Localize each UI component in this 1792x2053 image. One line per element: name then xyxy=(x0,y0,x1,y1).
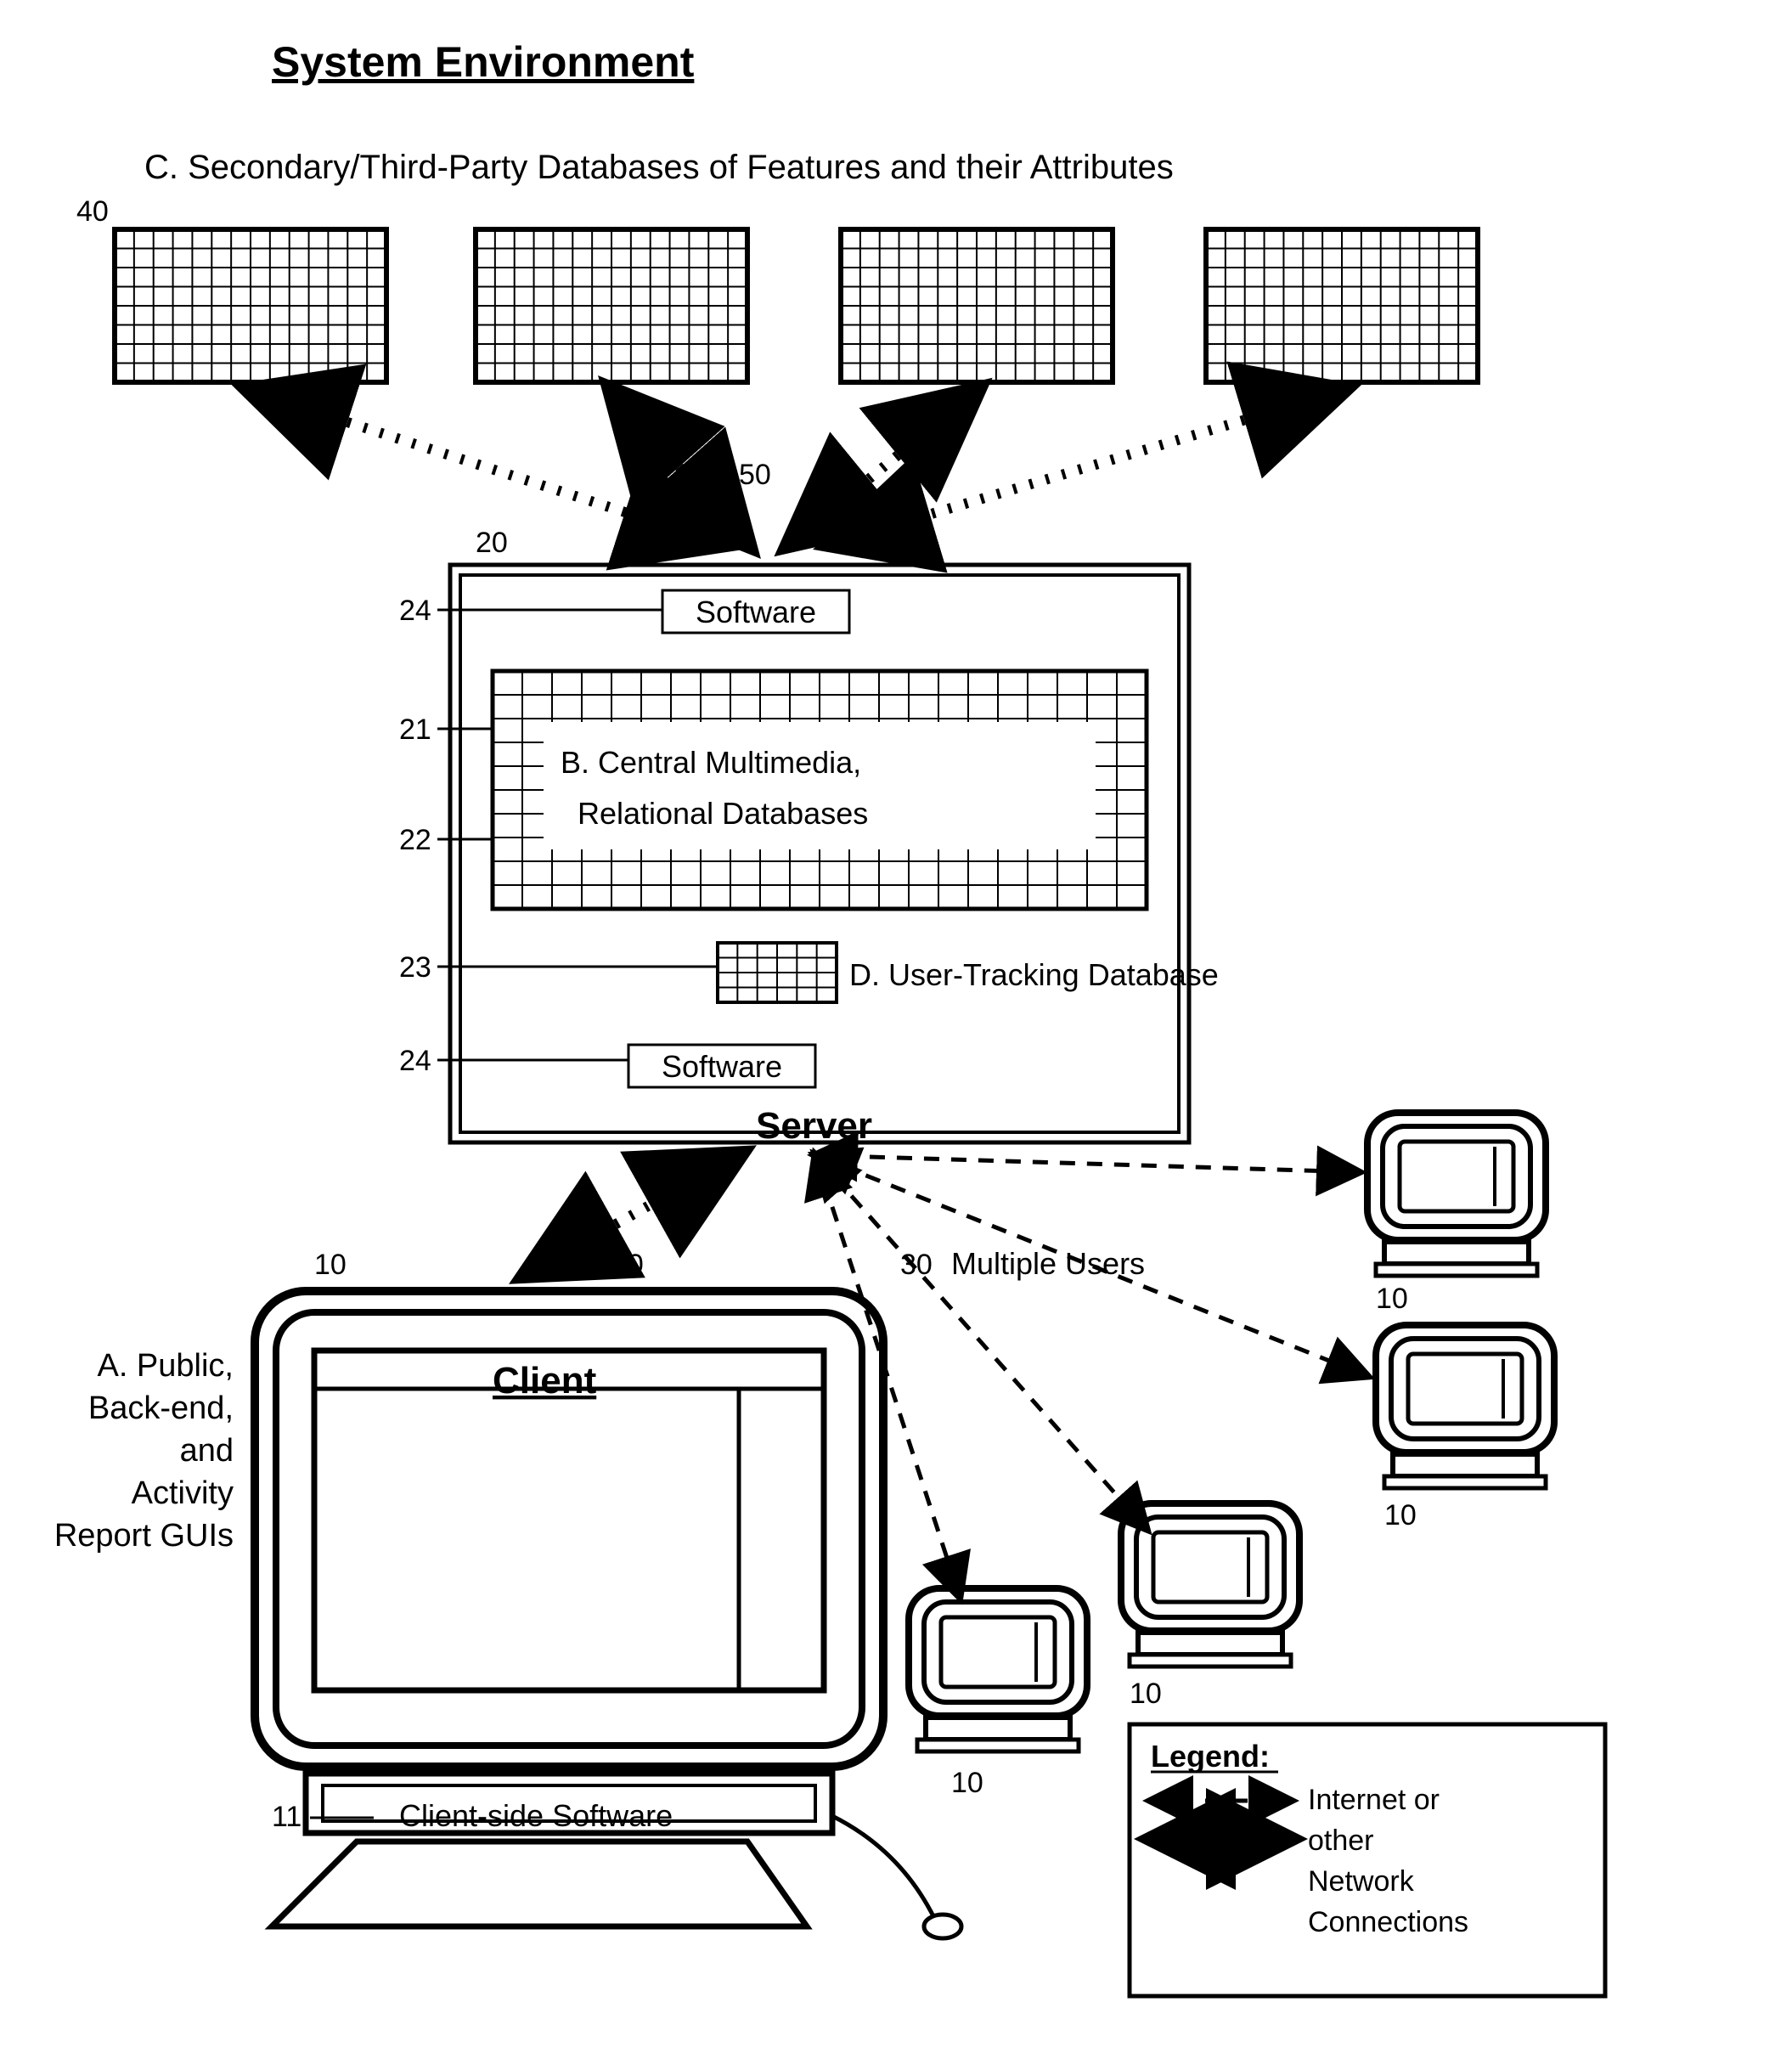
central-db-line2: Relational Databases xyxy=(578,796,868,831)
ref-11: 11 xyxy=(272,1801,301,1833)
software-label: Software xyxy=(662,1049,782,1084)
multiple-users-label: Multiple Users xyxy=(951,1246,1145,1281)
legend-text-line: Internet or xyxy=(1308,1784,1440,1816)
ref-10: 10 xyxy=(951,1767,983,1799)
ref-50: 50 xyxy=(739,459,771,491)
ref-10: 10 xyxy=(1384,1499,1417,1531)
section-a-line: A. Public, xyxy=(97,1348,234,1384)
section-a-line: Activity xyxy=(132,1475,234,1511)
terminal-icon xyxy=(1376,1325,1554,1488)
server-label: Server xyxy=(756,1105,872,1147)
database-grid-icon xyxy=(1206,229,1478,382)
database-grid-icon xyxy=(841,229,1113,382)
ref-10: 10 xyxy=(1376,1283,1408,1315)
ref-num: 24 xyxy=(399,1045,431,1077)
legend-text-line: Network xyxy=(1308,1865,1415,1898)
client-software-label: Client-side Software xyxy=(399,1798,673,1833)
section-a-line: and xyxy=(180,1433,234,1469)
terminal-icon xyxy=(909,1588,1087,1751)
ref-num: 23 xyxy=(399,951,431,984)
legend-text-line: Connections xyxy=(1308,1906,1468,1938)
tracking-db-label: D. User-Tracking Database xyxy=(849,957,1219,992)
software-label: Software xyxy=(696,595,816,629)
client-label: Client xyxy=(493,1360,597,1402)
section-c-heading: C. Secondary/Third-Party Databases of Fe… xyxy=(144,149,1174,186)
ref-20: 20 xyxy=(476,527,508,559)
ref-10: 10 xyxy=(1130,1678,1162,1710)
database-grid-icon xyxy=(476,229,747,382)
terminal-icon xyxy=(1121,1503,1299,1667)
ref-30: 30 xyxy=(611,1249,644,1281)
ref-30: 30 xyxy=(900,1249,933,1281)
terminal-icon xyxy=(1367,1113,1546,1276)
ref-num: 24 xyxy=(399,595,431,627)
mouse-icon xyxy=(924,1915,961,1938)
ref-num: 22 xyxy=(399,824,431,856)
legend-text-line: other xyxy=(1308,1825,1374,1857)
keyboard-icon xyxy=(272,1841,807,1926)
page-title: System Environment xyxy=(272,38,695,86)
central-db-line1: B. Central Multimedia, xyxy=(561,745,861,780)
database-grid-icon xyxy=(115,229,386,382)
ref-10: 10 xyxy=(314,1249,347,1281)
section-a-line: Report GUIs xyxy=(54,1518,234,1554)
section-a-line: Back-end, xyxy=(88,1390,234,1426)
ref-num: 21 xyxy=(399,713,431,746)
ref-40: 40 xyxy=(76,195,109,228)
database-grid-icon xyxy=(718,943,837,1002)
legend-title: Legend: xyxy=(1151,1739,1270,1774)
